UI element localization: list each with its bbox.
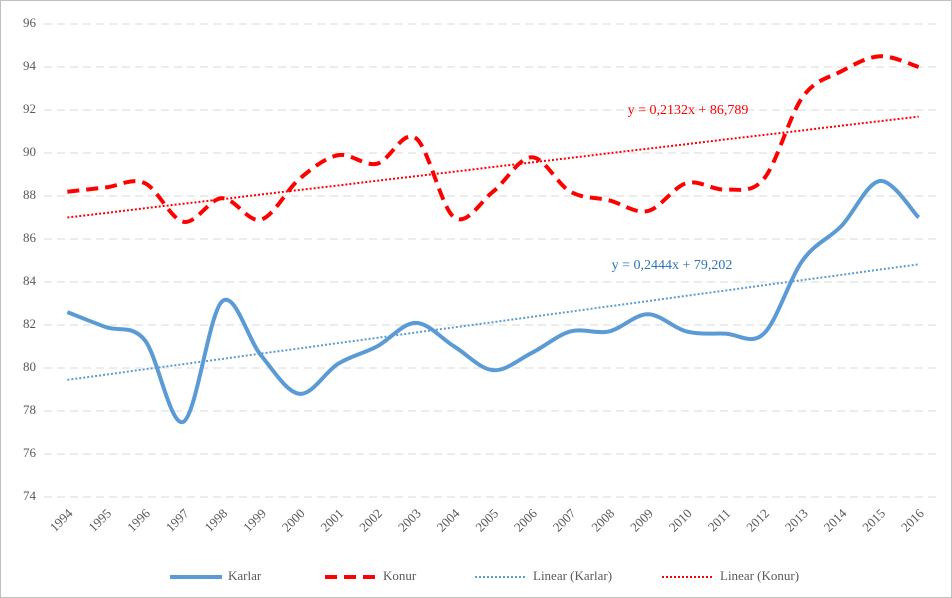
legend-label: Karlar <box>228 568 262 583</box>
y-tick-label: 92 <box>23 101 36 116</box>
y-tick-label: 94 <box>23 58 37 73</box>
y-tick-label: 96 <box>23 15 37 30</box>
y-tick-label: 90 <box>23 144 36 159</box>
legend-label: Konur <box>383 568 417 583</box>
y-tick-label: 74 <box>23 488 37 503</box>
y-tick-label: 86 <box>23 230 37 245</box>
series-line <box>67 54 920 224</box>
series-line <box>67 263 919 381</box>
legend-label: Linear (Karlar) <box>533 568 612 583</box>
y-tick-label: 88 <box>23 187 36 202</box>
series-line <box>67 115 919 219</box>
legend-label: Linear (Konur) <box>720 568 799 583</box>
y-tick-label: 82 <box>23 316 36 331</box>
y-tick-label: 84 <box>23 273 37 288</box>
y-tick-label: 80 <box>23 359 36 374</box>
series-line <box>66 178 921 424</box>
y-tick-label: 78 <box>23 402 36 417</box>
trend-equation: y = 0,2444x + 79,202 <box>612 258 733 273</box>
trend-equation: y = 0,2132x + 86,789 <box>628 103 749 118</box>
y-tick-label: 76 <box>23 445 37 460</box>
